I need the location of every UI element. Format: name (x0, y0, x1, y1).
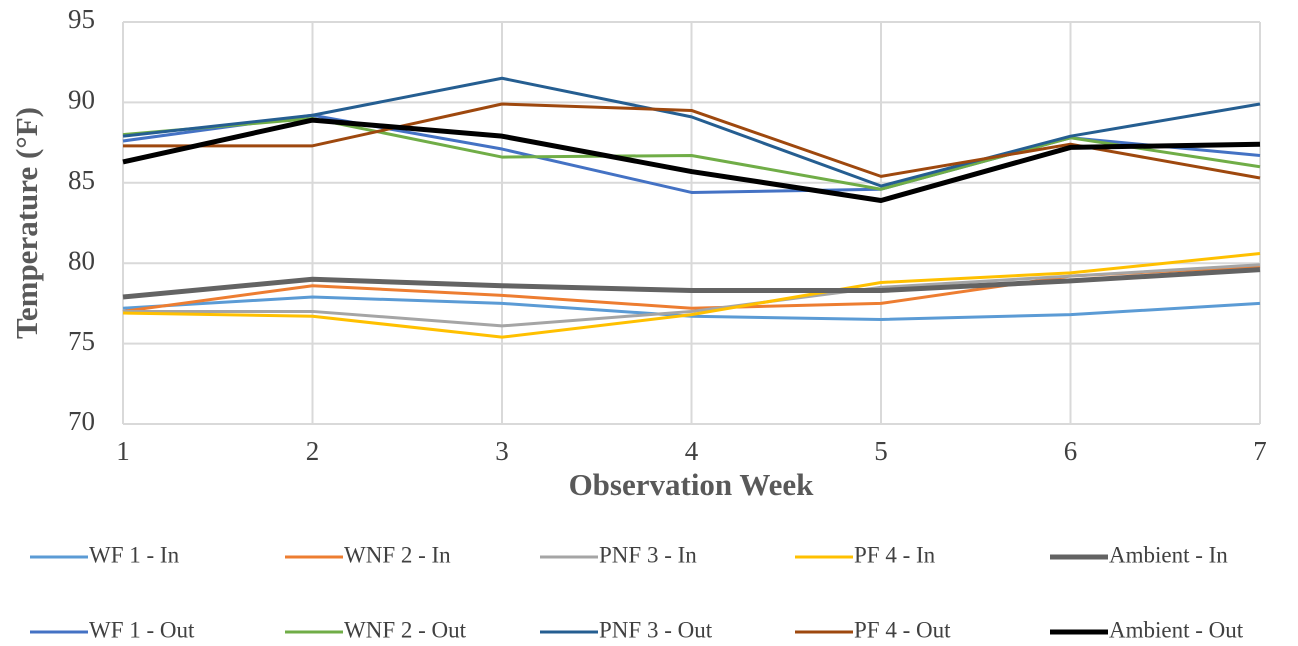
legend-label: WNF 2 - Out (344, 617, 467, 642)
legend-label: Ambient - Out (1109, 617, 1244, 642)
legend-label: PF 4 - In (854, 542, 936, 567)
y-tick-label: 95 (68, 4, 95, 34)
x-axis-title: Observation Week (569, 467, 815, 502)
series-line (122, 295, 1261, 321)
legend-label: PF 4 - Out (854, 617, 951, 642)
grid: 70 75 80 85 90 95 1 2 3 4 5 6 7 (68, 4, 1267, 466)
series-line (123, 263, 1261, 328)
legend-label: PNF 3 - In (599, 542, 697, 567)
legend-label: PNF 3 - Out (599, 617, 713, 642)
x-tick-label: 3 (495, 436, 509, 466)
y-axis-title: Temperature (°F) (9, 107, 44, 339)
x-tick-label: 6 (1064, 436, 1078, 466)
y-tick-label: 75 (68, 326, 95, 356)
legend-label: WF 1 - In (89, 542, 180, 567)
x-tick-label: 1 (116, 436, 130, 466)
y-tick-label: 70 (68, 406, 95, 436)
series-line (122, 117, 1261, 203)
series-line (123, 102, 1261, 180)
series-line (122, 76, 1261, 188)
legend-label: WNF 2 - In (344, 542, 451, 567)
x-tick-label: 2 (306, 436, 320, 466)
x-tick-label: 4 (685, 436, 699, 466)
plot-lines (122, 76, 1261, 339)
y-tick-label: 80 (68, 245, 95, 275)
series-line (122, 252, 1261, 339)
x-tick-label: 5 (874, 436, 888, 466)
legend-label: WF 1 - Out (89, 617, 195, 642)
series-line (122, 267, 1261, 300)
legend: WF 1 - In WNF 2 - In PNF 3 - In PF 4 - In Am… (30, 542, 1244, 642)
y-tick-label: 90 (68, 85, 95, 115)
legend-label: Ambient - In (1109, 542, 1228, 567)
x-tick-label: 7 (1253, 436, 1267, 466)
y-tick-label: 85 (68, 165, 95, 195)
